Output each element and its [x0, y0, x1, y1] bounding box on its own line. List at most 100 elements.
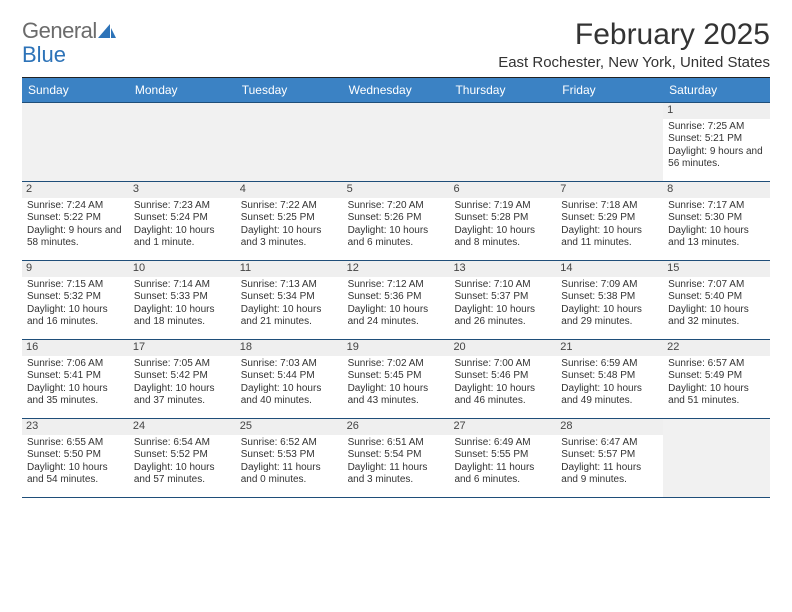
sunrise-text: Sunrise: 7:03 AM	[241, 358, 338, 371]
sunset-text: Sunset: 5:54 PM	[348, 449, 445, 462]
day-cell: 15Sunrise: 7:07 AMSunset: 5:40 PMDayligh…	[663, 261, 770, 339]
sunrise-text: Sunrise: 6:59 AM	[561, 358, 658, 371]
day-number: 18	[236, 340, 343, 356]
sunrise-text: Sunrise: 6:51 AM	[348, 437, 445, 450]
day-number: 23	[22, 419, 129, 435]
day-of-week-row: Sunday Monday Tuesday Wednesday Thursday…	[22, 78, 770, 102]
sunset-text: Sunset: 5:46 PM	[454, 370, 551, 383]
day-number: 8	[663, 182, 770, 198]
dow-thursday: Thursday	[449, 78, 556, 102]
day-cell: 20Sunrise: 7:00 AMSunset: 5:46 PMDayligh…	[449, 340, 556, 418]
daylight-text: Daylight: 10 hours and 21 minutes.	[241, 304, 338, 329]
sunset-text: Sunset: 5:42 PM	[134, 370, 231, 383]
day-cell: 23Sunrise: 6:55 AMSunset: 5:50 PMDayligh…	[22, 419, 129, 497]
daylight-text: Daylight: 10 hours and 46 minutes.	[454, 383, 551, 408]
sunset-text: Sunset: 5:25 PM	[241, 212, 338, 225]
sunset-text: Sunset: 5:34 PM	[241, 291, 338, 304]
daylight-text: Daylight: 11 hours and 3 minutes.	[348, 462, 445, 487]
sunrise-text: Sunrise: 7:20 AM	[348, 200, 445, 213]
sunrise-text: Sunrise: 7:05 AM	[134, 358, 231, 371]
sunset-text: Sunset: 5:33 PM	[134, 291, 231, 304]
day-number: 1	[663, 103, 770, 119]
sunset-text: Sunset: 5:36 PM	[348, 291, 445, 304]
day-number: 25	[236, 419, 343, 435]
day-number: 27	[449, 419, 556, 435]
daylight-text: Daylight: 10 hours and 54 minutes.	[27, 462, 124, 487]
daylight-text: Daylight: 11 hours and 9 minutes.	[561, 462, 658, 487]
sunrise-text: Sunrise: 7:13 AM	[241, 279, 338, 292]
day-number: 3	[129, 182, 236, 198]
sunrise-text: Sunrise: 7:17 AM	[668, 200, 765, 213]
day-cell: 26Sunrise: 6:51 AMSunset: 5:54 PMDayligh…	[343, 419, 450, 497]
sunset-text: Sunset: 5:55 PM	[454, 449, 551, 462]
daylight-text: Daylight: 10 hours and 11 minutes.	[561, 225, 658, 250]
day-cell: 14Sunrise: 7:09 AMSunset: 5:38 PMDayligh…	[556, 261, 663, 339]
sail-icon	[98, 24, 116, 38]
daylight-text: Daylight: 10 hours and 49 minutes.	[561, 383, 658, 408]
day-cell: 10Sunrise: 7:14 AMSunset: 5:33 PMDayligh…	[129, 261, 236, 339]
sunset-text: Sunset: 5:26 PM	[348, 212, 445, 225]
day-cell: 25Sunrise: 6:52 AMSunset: 5:53 PMDayligh…	[236, 419, 343, 497]
sunset-text: Sunset: 5:21 PM	[668, 133, 765, 146]
day-cell: 17Sunrise: 7:05 AMSunset: 5:42 PMDayligh…	[129, 340, 236, 418]
sunrise-text: Sunrise: 7:09 AM	[561, 279, 658, 292]
day-number: 6	[449, 182, 556, 198]
day-cell	[22, 103, 129, 181]
day-number: 22	[663, 340, 770, 356]
sunset-text: Sunset: 5:52 PM	[134, 449, 231, 462]
sunset-text: Sunset: 5:37 PM	[454, 291, 551, 304]
sunset-text: Sunset: 5:45 PM	[348, 370, 445, 383]
day-cell: 9Sunrise: 7:15 AMSunset: 5:32 PMDaylight…	[22, 261, 129, 339]
sunrise-text: Sunrise: 6:49 AM	[454, 437, 551, 450]
sunset-text: Sunset: 5:48 PM	[561, 370, 658, 383]
sunrise-text: Sunrise: 6:54 AM	[134, 437, 231, 450]
sunset-text: Sunset: 5:49 PM	[668, 370, 765, 383]
day-number: 11	[236, 261, 343, 277]
sunrise-text: Sunrise: 7:24 AM	[27, 200, 124, 213]
sunset-text: Sunset: 5:44 PM	[241, 370, 338, 383]
day-cell: 8Sunrise: 7:17 AMSunset: 5:30 PMDaylight…	[663, 182, 770, 260]
day-cell: 18Sunrise: 7:03 AMSunset: 5:44 PMDayligh…	[236, 340, 343, 418]
daylight-text: Daylight: 10 hours and 57 minutes.	[134, 462, 231, 487]
sunrise-text: Sunrise: 7:25 AM	[668, 121, 765, 134]
day-cell: 28Sunrise: 6:47 AMSunset: 5:57 PMDayligh…	[556, 419, 663, 497]
calendar: Sunday Monday Tuesday Wednesday Thursday…	[22, 78, 770, 498]
daylight-text: Daylight: 11 hours and 6 minutes.	[454, 462, 551, 487]
sunrise-text: Sunrise: 6:47 AM	[561, 437, 658, 450]
day-cell: 7Sunrise: 7:18 AMSunset: 5:29 PMDaylight…	[556, 182, 663, 260]
daylight-text: Daylight: 10 hours and 16 minutes.	[27, 304, 124, 329]
day-cell: 24Sunrise: 6:54 AMSunset: 5:52 PMDayligh…	[129, 419, 236, 497]
day-cell: 13Sunrise: 7:10 AMSunset: 5:37 PMDayligh…	[449, 261, 556, 339]
day-cell: 21Sunrise: 6:59 AMSunset: 5:48 PMDayligh…	[556, 340, 663, 418]
sunrise-text: Sunrise: 7:15 AM	[27, 279, 124, 292]
daylight-text: Daylight: 11 hours and 0 minutes.	[241, 462, 338, 487]
day-number: 10	[129, 261, 236, 277]
sunset-text: Sunset: 5:30 PM	[668, 212, 765, 225]
sunrise-text: Sunrise: 7:06 AM	[27, 358, 124, 371]
calendar-page: General February 2025 East Rochester, Ne…	[0, 0, 792, 508]
dow-sunday: Sunday	[22, 78, 129, 102]
day-cell	[236, 103, 343, 181]
sunrise-text: Sunrise: 7:18 AM	[561, 200, 658, 213]
day-number: 5	[343, 182, 450, 198]
week-row: 2Sunrise: 7:24 AMSunset: 5:22 PMDaylight…	[22, 182, 770, 261]
sunset-text: Sunset: 5:28 PM	[454, 212, 551, 225]
day-number: 15	[663, 261, 770, 277]
daylight-text: Daylight: 10 hours and 3 minutes.	[241, 225, 338, 250]
day-cell	[129, 103, 236, 181]
week-row: 23Sunrise: 6:55 AMSunset: 5:50 PMDayligh…	[22, 419, 770, 498]
day-cell: 4Sunrise: 7:22 AMSunset: 5:25 PMDaylight…	[236, 182, 343, 260]
sunrise-text: Sunrise: 7:14 AM	[134, 279, 231, 292]
daylight-text: Daylight: 10 hours and 35 minutes.	[27, 383, 124, 408]
brand-part2: Blue	[22, 42, 66, 68]
daylight-text: Daylight: 9 hours and 56 minutes.	[668, 146, 765, 171]
month-title: February 2025	[498, 18, 770, 52]
daylight-text: Daylight: 10 hours and 26 minutes.	[454, 304, 551, 329]
day-cell	[343, 103, 450, 181]
sunrise-text: Sunrise: 6:57 AM	[668, 358, 765, 371]
sunrise-text: Sunrise: 7:10 AM	[454, 279, 551, 292]
title-block: February 2025 East Rochester, New York, …	[498, 18, 770, 71]
week-row: 16Sunrise: 7:06 AMSunset: 5:41 PMDayligh…	[22, 340, 770, 419]
day-cell: 22Sunrise: 6:57 AMSunset: 5:49 PMDayligh…	[663, 340, 770, 418]
sunset-text: Sunset: 5:32 PM	[27, 291, 124, 304]
